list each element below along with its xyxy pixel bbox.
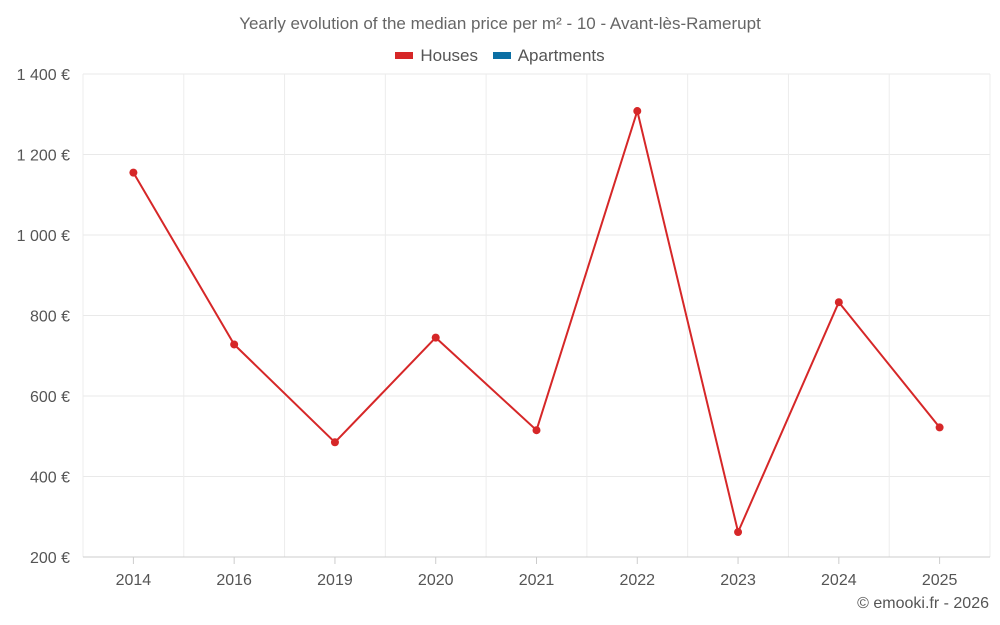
series [129,107,944,537]
data-point-houses-2019 [330,438,339,447]
x-tick-label: 2024 [821,572,857,589]
legend-item-apartments[interactable]: Apartments [492,45,605,66]
credit-text: © emooki.fr - 2026 [857,595,989,612]
x-tick-label: 2016 [216,572,252,589]
y-tick-label: 1 400 € [17,67,70,84]
y-tick-label: 600 € [30,389,70,406]
data-point-houses-2022 [633,107,642,116]
data-point-houses-2014 [129,168,138,177]
x-tick-label: 2023 [720,572,756,589]
data-point-houses-2020 [431,333,440,342]
legend-swatch-houses [395,52,414,59]
data-point-houses-2016 [230,340,239,349]
y-tick-label: 200 € [30,550,70,567]
legend-label-houses: Houses [420,45,478,65]
legend-swatch-apartments [492,52,511,59]
x-tick-label: 2014 [116,572,152,589]
series-line-houses [132,110,941,533]
y-tick-label: 1 000 € [17,228,70,245]
y-tick-label: 1 200 € [17,148,70,165]
x-tick-label: 2021 [519,572,555,589]
legend-item-houses[interactable]: Houses [395,46,478,66]
data-point-houses-2025 [935,423,944,432]
data-point-houses-2023 [734,528,743,537]
x-tick-label: 2019 [317,572,353,589]
chart-legend: Houses Apartments [0,44,1000,66]
chart-title: Yearly evolution of the median price per… [239,14,761,33]
x-tick-label: 2022 [619,572,655,589]
data-point-houses-2021 [532,426,541,435]
legend-label-apartments: Apartments [517,45,605,65]
grid [82,73,991,557]
y-tick-label: 800 € [30,309,70,326]
x-tick-label: 2020 [418,572,454,589]
x-tick-label: 2025 [922,572,958,589]
y-tick-label: 400 € [30,470,70,487]
data-point-houses-2024 [834,298,843,307]
axes: 200 € 400 € 600 € 800 € 1 000 € 1 200 € 1 400 … [17,67,990,589]
